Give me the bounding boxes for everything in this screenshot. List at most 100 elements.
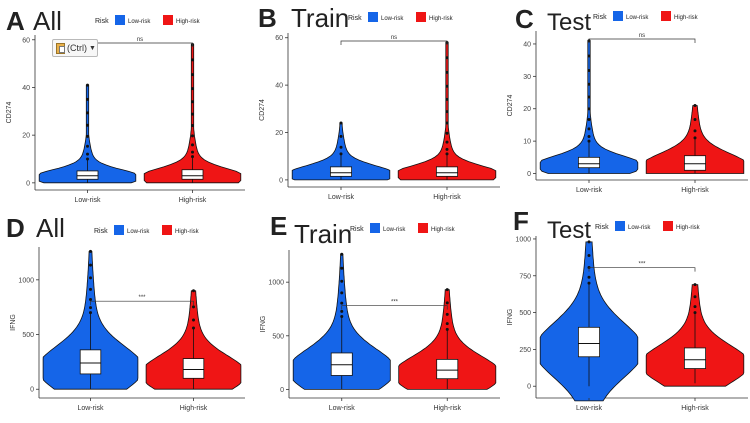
outlier-point <box>693 129 697 133</box>
legend-label: Low-risk <box>127 229 150 235</box>
x-tick-label: High-risk <box>180 405 208 412</box>
outlier-point <box>587 281 591 285</box>
panel-letter: B <box>258 3 277 33</box>
legend-label: High-risk <box>429 16 454 22</box>
x-tick-label: Low-risk <box>576 187 603 194</box>
outlier-point <box>693 118 697 122</box>
panel-a: A All Risk Low-risk High-risk 0 20 40 60 CD274 Low… <box>6 6 245 204</box>
legend-swatch <box>418 223 428 233</box>
x-tick-label: High-risk <box>433 194 461 201</box>
x-tick-label: Low-risk <box>329 405 356 412</box>
significance-bracket <box>588 38 696 43</box>
y-tick-label: 750 <box>519 273 531 280</box>
outlier-point <box>693 295 697 299</box>
y-tick-label: 1000 <box>268 280 284 287</box>
outlier-point <box>89 287 92 291</box>
outlier-point <box>340 301 344 305</box>
outlier-point <box>192 318 195 322</box>
legend-swatch <box>115 15 125 25</box>
outlier-point <box>191 143 194 147</box>
outlier-point <box>192 326 195 330</box>
outlier-point <box>693 311 697 315</box>
x-tick-label: Low-risk <box>74 197 101 204</box>
y-tick-label: 0 <box>280 387 284 394</box>
outlier-point <box>445 131 449 135</box>
outlier-point <box>445 97 449 101</box>
outlier-point <box>340 279 344 283</box>
y-tick-label: 500 <box>272 333 284 340</box>
outlier-point <box>445 147 449 151</box>
outlier-point <box>89 311 92 315</box>
legend: Risk Low-risk High-risk <box>348 12 454 22</box>
significance-label: *** <box>638 262 646 268</box>
outlier-point <box>191 150 194 154</box>
y-tick-label: 0 <box>30 387 34 394</box>
box <box>578 156 601 169</box>
outlier-point <box>445 152 449 156</box>
legend-title: Risk <box>350 226 364 233</box>
outlier-point <box>445 301 449 305</box>
y-tick-label: 40 <box>275 83 283 90</box>
y-tick-label: 1000 <box>515 236 531 243</box>
outlier-point <box>86 134 89 138</box>
box <box>436 358 459 380</box>
y-tick-label: 40 <box>523 41 531 48</box>
panel-title: Test <box>547 9 591 36</box>
legend-title: Risk <box>593 14 607 21</box>
box <box>684 155 707 171</box>
outlier-point <box>86 111 89 115</box>
legend: Risk Low-risk High-risk <box>350 223 456 233</box>
paste-options-button[interactable]: (Ctrl) ▼ <box>52 39 98 57</box>
y-tick-label: 0 <box>527 384 531 391</box>
outlier-point <box>339 145 343 149</box>
legend-label: Low-risk <box>628 225 651 231</box>
legend: Risk Low-risk High-risk <box>95 15 201 25</box>
x-tick-label: High-risk <box>681 187 709 194</box>
y-tick-label: 500 <box>22 332 34 339</box>
legend-title: Risk <box>595 224 609 231</box>
outlier-point <box>587 54 591 58</box>
outlier-point <box>445 121 449 125</box>
legend-title: Risk <box>348 15 362 22</box>
x-tick-label: High-risk <box>433 405 461 412</box>
panel-title: Train <box>291 3 349 33</box>
significance-label: ns <box>639 33 645 39</box>
outlier-point <box>339 121 343 125</box>
box <box>578 326 601 358</box>
y-axis-label: IFNG <box>507 309 514 326</box>
panel-f: F Test Risk Low-risk High-risk 0 250 500 750 1000… <box>507 206 748 412</box>
y-tick-label: 500 <box>519 310 531 317</box>
outlier-point <box>587 134 591 138</box>
legend-swatch <box>370 223 380 233</box>
panel-letter: C <box>515 4 534 34</box>
y-tick-label: 0 <box>527 171 531 178</box>
legend-label: Low-risk <box>626 15 649 21</box>
box <box>182 358 205 379</box>
legend-swatch <box>162 225 172 235</box>
outlier-point <box>587 254 591 258</box>
box <box>329 166 352 177</box>
significance-bracket <box>87 42 193 47</box>
significance-bracket <box>90 300 194 306</box>
outlier-point <box>89 306 92 310</box>
legend-swatch <box>416 12 426 22</box>
box <box>181 169 204 180</box>
outlier-point <box>587 107 591 111</box>
outlier-point <box>191 73 194 77</box>
outlier-point <box>191 134 194 138</box>
outlier-point <box>191 87 194 91</box>
outlier-point <box>587 69 591 73</box>
outlier-point <box>445 288 449 292</box>
y-axis-label: CD274 <box>507 95 514 117</box>
y-tick-label: 250 <box>519 347 531 354</box>
panel-letter: D <box>6 213 25 243</box>
outlier-point <box>340 314 344 318</box>
panel-title: Test <box>547 217 591 244</box>
panel-letter: F <box>513 206 529 236</box>
outlier-point <box>86 144 89 148</box>
outlier-point <box>445 110 449 114</box>
legend-swatch <box>613 11 623 21</box>
